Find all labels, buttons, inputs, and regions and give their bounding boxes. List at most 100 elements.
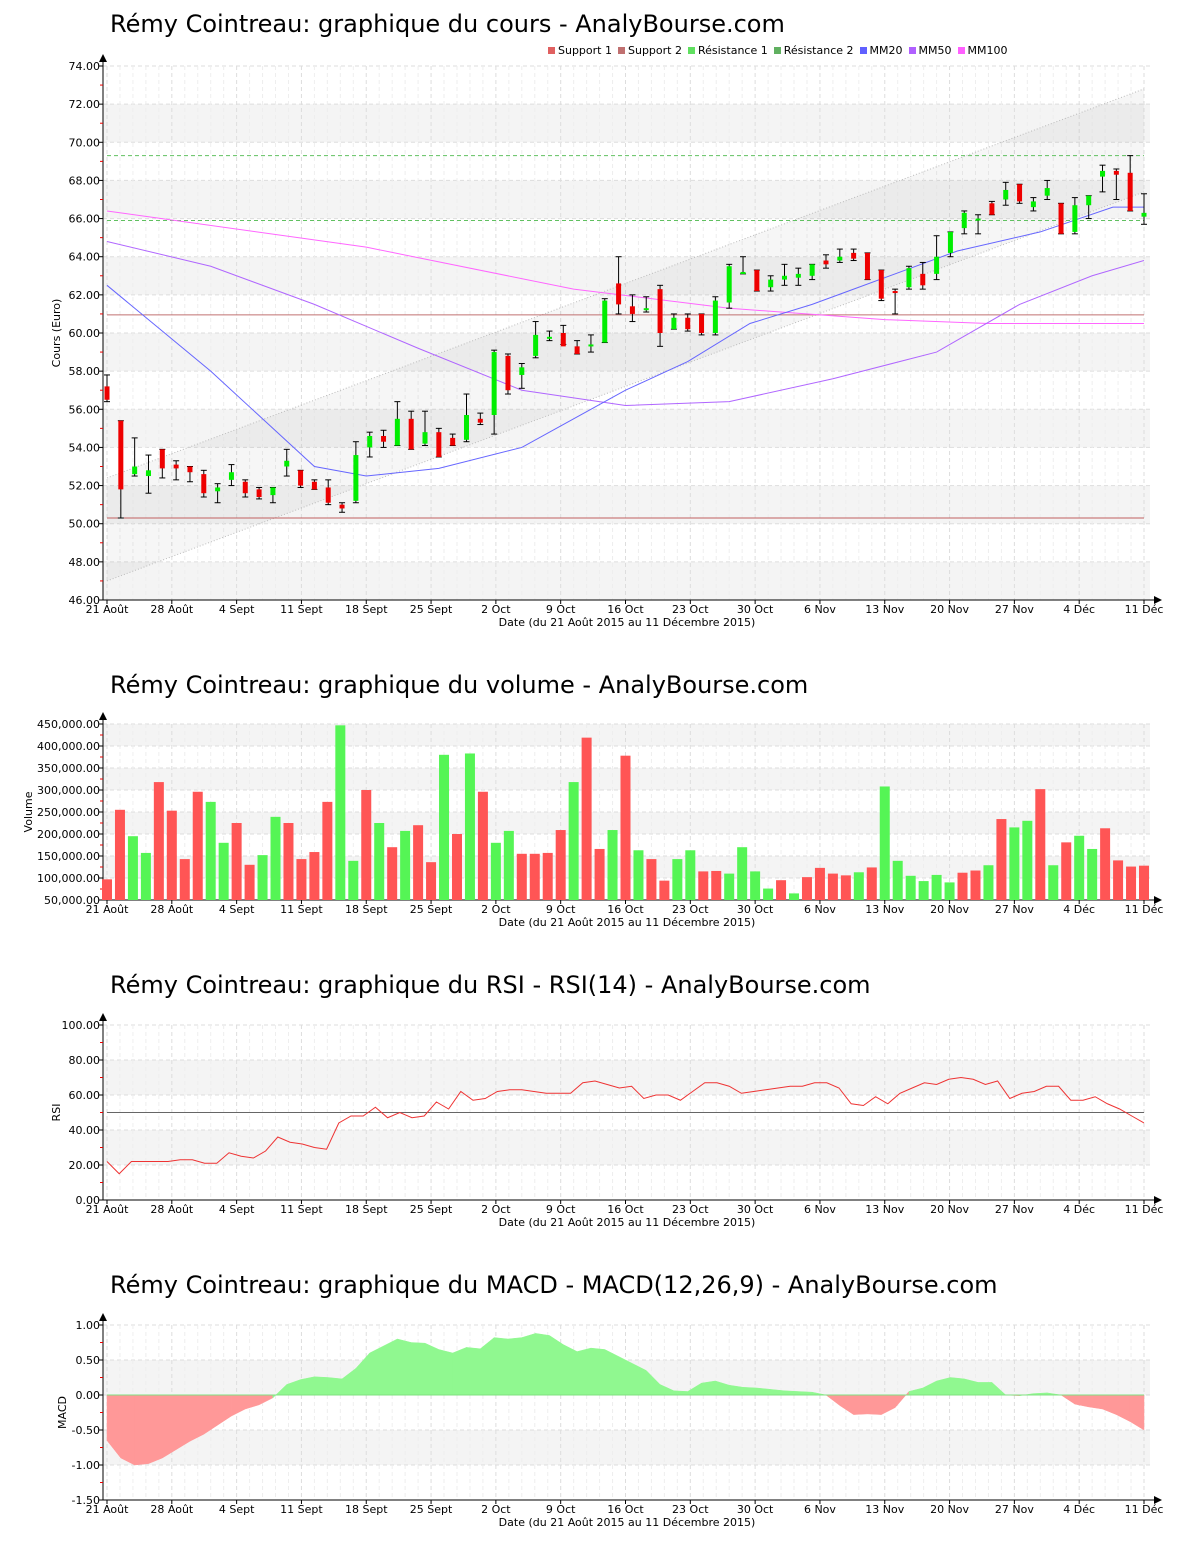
volume-bar <box>257 855 268 900</box>
y-tick-label: 400,000.00 <box>37 740 100 753</box>
candle-down <box>408 418 414 450</box>
x-tick-label: 13 Nov <box>865 1503 904 1516</box>
legend-label: Support 1 <box>558 44 612 57</box>
candle-down <box>505 355 511 391</box>
volume-bar <box>1009 827 1020 900</box>
x-tick-label: 23 Oct <box>672 1503 709 1516</box>
legend-swatch <box>859 47 867 54</box>
volume-bar <box>594 848 605 900</box>
volume-bar <box>1100 828 1111 900</box>
volume-bar <box>698 871 709 900</box>
x-tick-label: 23 Oct <box>672 903 709 916</box>
x-tick-label: 6 Nov <box>804 1203 836 1216</box>
x-tick-label: 4 Sept <box>219 603 255 616</box>
legend-item-resistance-2: Résistance 2 <box>773 44 854 57</box>
candle-down <box>339 504 345 509</box>
legend-item-mm20: MM20 <box>859 44 903 57</box>
volume-bar <box>322 801 333 900</box>
candle-up <box>519 367 525 375</box>
volume-bar <box>659 880 670 900</box>
y-tick-label: 54.00 <box>69 441 101 454</box>
rsi-line <box>106 1076 1145 1175</box>
volume-bar <box>776 880 787 900</box>
y-tick-label: -1.50 <box>72 1494 100 1507</box>
volume-bar <box>218 842 229 900</box>
volume-bar <box>244 864 255 900</box>
x-tick-label: 27 Nov <box>995 603 1034 616</box>
x-tick-label: 9 Oct <box>546 1503 576 1516</box>
candle-up <box>809 264 815 276</box>
candle-up <box>422 432 428 444</box>
x-tick-label: 9 Oct <box>546 1203 576 1216</box>
y-tick-label: 20.00 <box>69 1159 101 1172</box>
y-tick-label: 50.00 <box>69 518 101 531</box>
candle-down <box>878 270 884 299</box>
candle-down <box>574 346 580 354</box>
x-tick-label: 25 Sept <box>410 603 453 616</box>
candle-down <box>1017 184 1023 202</box>
volume-bar <box>231 823 242 900</box>
candle-down <box>104 386 110 400</box>
volume-bar <box>555 830 566 900</box>
price-chart: 46.00 48.00 50.00 52.00 54.00 56.00 58.00 60.00… <box>50 54 1163 629</box>
y-tick-label: -1.00 <box>72 1459 100 1472</box>
candle-down <box>311 481 317 490</box>
candle-down <box>699 313 705 333</box>
x-tick-label: 18 Sept <box>345 1503 388 1516</box>
x-tick-label: 16 Oct <box>607 903 644 916</box>
candle-down <box>892 291 898 294</box>
legend-label: MM20 <box>869 44 903 57</box>
y-axis-label: MACD <box>56 1396 69 1429</box>
candle-down <box>118 420 124 490</box>
volume-bar <box>166 810 177 900</box>
candle-down <box>851 252 857 259</box>
y-tick-label: 64.00 <box>69 251 101 264</box>
y-tick-label: 48.00 <box>69 556 101 569</box>
volume-bar <box>568 782 579 900</box>
candle-up <box>284 460 290 467</box>
candle-down <box>450 437 456 446</box>
volume-bar <box>1139 865 1149 900</box>
candle-down <box>159 449 165 469</box>
y-tick-label: 58.00 <box>69 365 101 378</box>
volume-bar <box>413 825 424 900</box>
x-axis-label: Date (du 21 Août 2015 au 11 Décembre 201… <box>499 1216 756 1229</box>
volume-bar <box>387 847 398 900</box>
candle-up <box>768 279 774 288</box>
candle-up <box>394 418 400 446</box>
candle-up <box>215 487 221 492</box>
y-tick-label: 60.00 <box>69 327 101 340</box>
volume-bar <box>114 809 125 900</box>
volume-bar <box>439 754 450 900</box>
x-tick-label: 21 Août <box>86 603 130 616</box>
candle-up <box>1072 205 1078 232</box>
candle-down <box>1113 170 1119 175</box>
x-tick-label: 2 Oct <box>481 603 511 616</box>
volume-bar <box>490 842 501 900</box>
x-tick-label: 4 Déc <box>1063 603 1095 616</box>
volume-bar <box>866 867 877 900</box>
x-tick-label: 27 Nov <box>995 903 1034 916</box>
x-tick-label: 20 Nov <box>930 1503 969 1516</box>
legend-label: Support 2 <box>627 44 682 57</box>
candle-up <box>602 300 608 343</box>
x-tick-label: 9 Oct <box>546 603 576 616</box>
candle-down <box>436 432 442 457</box>
x-tick-label: 2 Oct <box>481 903 511 916</box>
y-tick-label: 0.00 <box>76 1194 101 1207</box>
x-tick-label: 9 Oct <box>546 903 576 916</box>
x-tick-label: 6 Nov <box>804 903 836 916</box>
legend-swatch <box>908 47 916 54</box>
candle-up <box>270 487 276 496</box>
legend-swatch <box>687 47 695 54</box>
volume-bar <box>931 874 942 900</box>
x-tick-label: 25 Sept <box>410 1203 453 1216</box>
volume-bar <box>1035 789 1046 900</box>
volume-bar <box>789 893 800 900</box>
candle-down <box>298 470 304 486</box>
candle-down <box>754 270 760 292</box>
x-tick-label: 11 Déc <box>1125 1203 1164 1216</box>
candle-up <box>1044 188 1050 196</box>
x-tick-label: 4 Sept <box>219 903 255 916</box>
x-tick-label: 16 Oct <box>607 1203 644 1216</box>
